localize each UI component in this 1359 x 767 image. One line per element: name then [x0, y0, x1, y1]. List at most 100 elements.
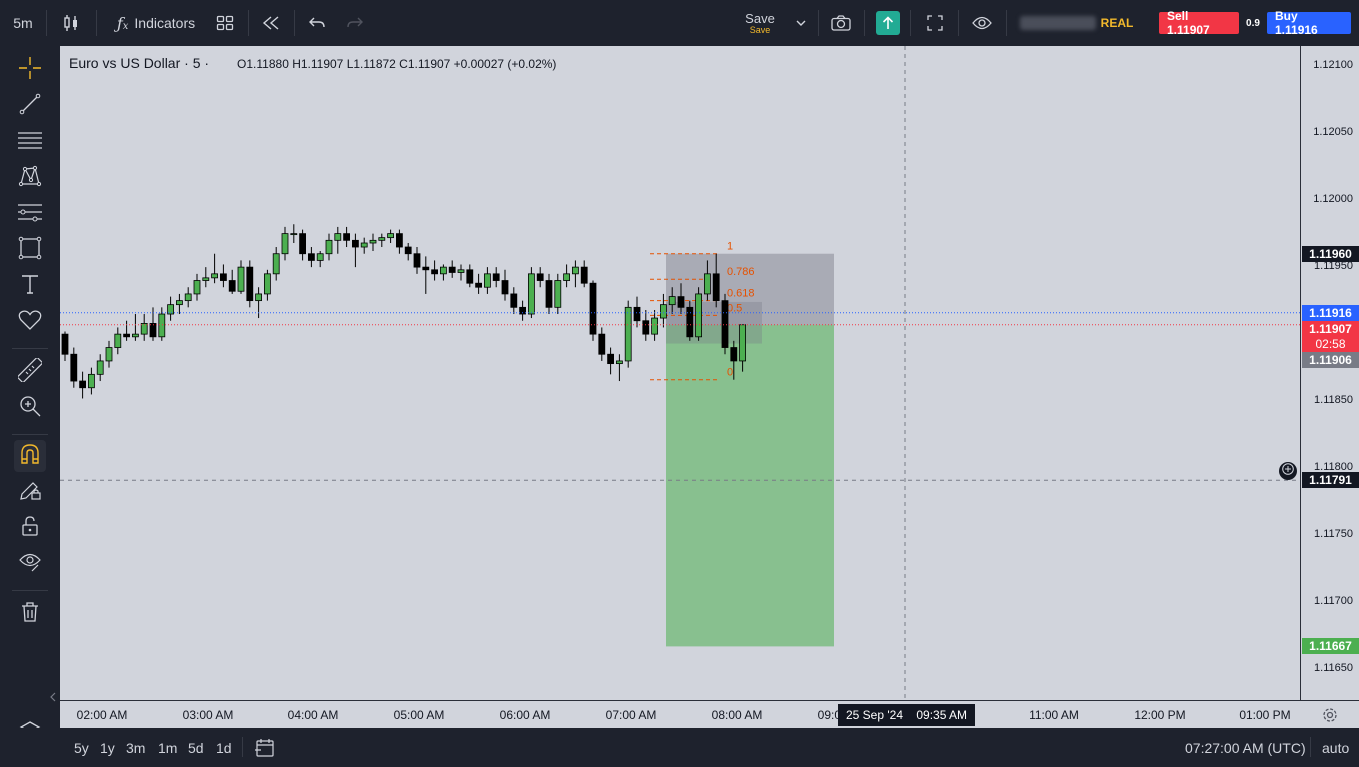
candle [483, 267, 491, 294]
candle [61, 331, 69, 361]
fib-zone [666, 301, 762, 344]
watch-button[interactable] [966, 0, 998, 46]
save-sublabel: Save [749, 24, 771, 35]
chart-settings-button[interactable] [1322, 707, 1338, 728]
buy-button[interactable]: Buy 1.11916 [1267, 0, 1351, 46]
trend-line-tool[interactable] [14, 90, 46, 122]
candle-body [184, 293, 192, 302]
remove-drawings-tool[interactable] [14, 598, 46, 630]
pattern-tool[interactable] [14, 162, 46, 194]
fib-retracement[interactable]: 1 0.786 0.618 0.5 0 [650, 241, 834, 647]
candle [184, 287, 192, 308]
heart-icon [18, 309, 42, 336]
candle-body [466, 269, 474, 284]
undo-icon [309, 16, 325, 30]
candle-body [237, 266, 245, 292]
candle [272, 247, 280, 281]
templates-button[interactable] [210, 0, 240, 46]
symbol-legend[interactable]: Euro vs US Dollar · 5 · O1.11880 H1.11907… [69, 55, 556, 71]
candle-body [114, 333, 122, 348]
zoom-tool[interactable] [14, 392, 46, 424]
time-axis[interactable]: 02:00 AM 03:00 AM 04:00 AM 05:00 AM 06:00 AM… [60, 700, 1359, 728]
gear-icon [1322, 708, 1338, 727]
ruler-tool[interactable] [14, 355, 46, 388]
candle-body [132, 333, 139, 338]
auto-scale-toggle[interactable]: auto [1322, 740, 1350, 756]
sell-label: Sell 1.11907 [1159, 9, 1239, 37]
go-to-date-button[interactable] [254, 738, 276, 761]
candle [176, 293, 183, 315]
lock-drawings-tool[interactable] [14, 512, 46, 544]
magnet-tool[interactable] [14, 440, 46, 472]
collapse-sidebar-button[interactable] [46, 682, 60, 714]
candle [642, 310, 650, 341]
price-chart[interactable]: 1 0.786 0.618 0.5 0 [60, 46, 1300, 700]
candle [158, 307, 166, 341]
account-id-blur [1020, 16, 1096, 30]
favorites-tool[interactable] [14, 306, 46, 338]
redo-button[interactable] [340, 0, 370, 46]
rectangle-tool[interactable] [14, 234, 46, 266]
candle-body [439, 266, 447, 275]
range-button-1y[interactable]: 1y [100, 740, 115, 756]
range-button-5d[interactable]: 5d [188, 740, 204, 756]
candle [325, 233, 333, 261]
candle-body [281, 233, 289, 255]
publish-button[interactable] [876, 0, 900, 46]
range-button-1m[interactable]: 1m [158, 740, 178, 756]
candle-body [563, 273, 571, 281]
sidebar-divider [12, 590, 48, 591]
candle [439, 264, 447, 281]
interval-button[interactable]: 5m [0, 0, 46, 46]
candle [422, 256, 430, 294]
buy-label: Buy 1.11916 [1267, 9, 1351, 37]
candle-body [642, 320, 650, 335]
range-button-1d[interactable]: 1d [216, 740, 232, 756]
rewind-icon [262, 16, 280, 30]
range-button-3m[interactable]: 3m [126, 740, 146, 756]
time-tick-label: 08:00 AM [711, 708, 763, 722]
hide-drawings-tool[interactable] [14, 548, 46, 580]
candle-body [448, 266, 456, 273]
price-axis[interactable]: 1.121001.120501.120001.119501.119001.118… [1300, 46, 1359, 700]
replay-button[interactable] [256, 0, 286, 46]
time-tick-label: 02:00 AM [76, 708, 128, 722]
candle [96, 354, 104, 382]
price-tick-label: 1.11800 [1314, 461, 1353, 474]
candle [79, 371, 87, 399]
undo-button[interactable] [302, 0, 332, 46]
range-button-5y[interactable]: 5y [74, 740, 89, 756]
chart-type-button[interactable] [54, 0, 88, 46]
toolbar-divider [958, 10, 959, 36]
sell-button[interactable]: Sell 1.11907 [1159, 0, 1239, 46]
candle-body [167, 304, 174, 315]
indicators-button[interactable]: ƒx Indicators [104, 0, 208, 46]
lock-icon [20, 515, 40, 542]
fib-tool[interactable] [14, 198, 46, 230]
fib-level-label: 0.786 [727, 266, 755, 278]
utc-clock[interactable]: 07:27:00 AM (UTC) [1185, 740, 1306, 756]
pencil-lock-icon [18, 478, 42, 507]
candle [730, 340, 738, 380]
candle-body [510, 293, 518, 308]
screenshot-button[interactable] [826, 0, 856, 46]
chart-pane[interactable]: 1 0.786 0.618 0.5 0 Euro vs US Dollar · 5 · O… [60, 46, 1300, 700]
ask-price-tag: 1.11916 [1302, 304, 1359, 321]
candle-body [519, 306, 527, 315]
fullscreen-button[interactable] [920, 0, 950, 46]
save-menu-button[interactable] [790, 0, 812, 46]
candle-body [607, 353, 614, 365]
candle-body [316, 253, 324, 261]
horizontal-lines-tool[interactable] [14, 126, 46, 158]
candle-body [545, 280, 553, 308]
calendar-icon [254, 739, 276, 761]
candle-body [686, 306, 694, 338]
stay-drawing-tool[interactable] [14, 476, 46, 508]
interval-label: 5m [13, 15, 33, 31]
crosshair-price-tag: 1.11791 [1302, 472, 1359, 489]
candles [61, 224, 746, 399]
save-button[interactable]: Save Save [736, 0, 784, 46]
crosshair-tool[interactable] [14, 54, 46, 86]
text-tool[interactable] [14, 270, 46, 302]
add-order-button[interactable] [1279, 462, 1297, 480]
